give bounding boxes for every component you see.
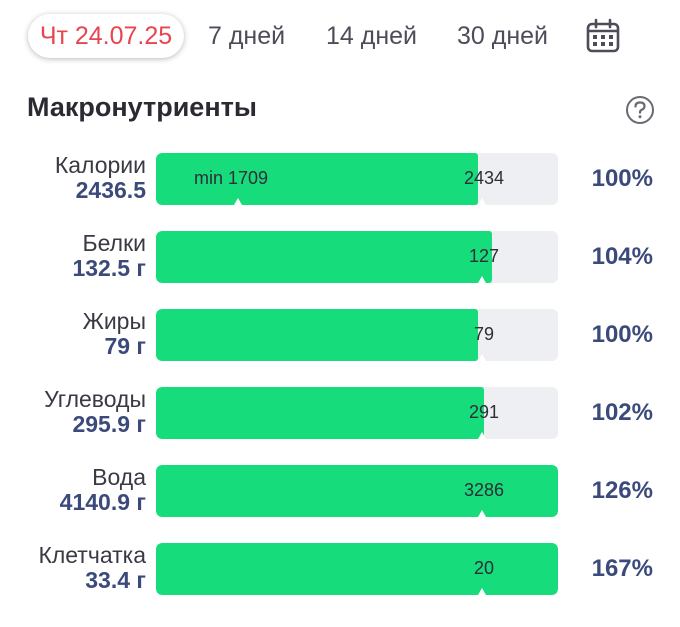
macro-label: Углеводы [44, 386, 146, 412]
progress-track: 3286 [156, 465, 558, 517]
section-title: Макронутриенты [27, 92, 257, 122]
progress-track: 20 [156, 543, 558, 595]
target-marker [478, 588, 486, 595]
progress-track: 79 [156, 309, 558, 361]
macro-row: Жиры 79 г 79 100% [0, 309, 680, 369]
macro-percent: 100% [591, 321, 653, 348]
tab-14-days[interactable]: 14 дней [326, 22, 418, 50]
target-marker [478, 198, 486, 205]
macro-row: Углеводы 295.9 г 291 102% [0, 387, 680, 447]
calendar-button[interactable] [585, 18, 621, 54]
macro-row: Калории 2436.5 2434 min 1709 100% [0, 153, 680, 213]
target-value: 291 [468, 402, 500, 422]
macro-label: Калории [54, 152, 146, 178]
macro-percent: 102% [591, 399, 653, 426]
macro-label: Жиры [82, 308, 146, 334]
target-marker [478, 276, 486, 283]
min-marker [234, 198, 242, 205]
macro-value: 4140.9 г [59, 489, 146, 515]
macro-percent: 167% [591, 555, 653, 582]
period-selector: Чт 24.07.25 7 дней 14 дней 30 дней [0, 0, 680, 80]
macro-percent: 126% [591, 477, 653, 504]
target-value: 127 [468, 246, 500, 266]
progress-track: 291 [156, 387, 558, 439]
tab-7-days[interactable]: 7 дней [208, 22, 286, 50]
macro-row: Белки 132.5 г 127 104% [0, 231, 680, 291]
macro-label: Белки [82, 230, 146, 256]
progress-fill [156, 231, 492, 283]
macro-label: Вода [92, 464, 146, 490]
macro-value: 132.5 г [72, 255, 146, 281]
macro-row: Вода 4140.9 г 3286 126% [0, 465, 680, 525]
progress-track: 127 [156, 231, 558, 283]
help-button[interactable] [625, 95, 655, 125]
target-value: 20 [473, 558, 495, 578]
macro-label: Клетчатка [38, 542, 146, 568]
progress-fill [156, 309, 478, 361]
macro-value: 295.9 г [72, 411, 146, 437]
target-marker [478, 354, 486, 361]
macro-value: 79 г [104, 333, 146, 359]
macro-value: 33.4 г [85, 567, 146, 593]
progress-fill [156, 153, 478, 205]
macro-value: 2436.5 [75, 177, 146, 203]
macro-percent: 104% [591, 243, 653, 270]
progress-fill [156, 387, 484, 439]
progress-fill [156, 543, 558, 595]
target-marker [478, 510, 486, 517]
tab-30-days[interactable]: 30 дней [457, 22, 549, 50]
macro-percent: 100% [591, 165, 653, 192]
calendar-icon [586, 18, 620, 53]
progress-track: 2434 min 1709 [156, 153, 558, 205]
target-marker [478, 432, 486, 439]
help-circle-icon [626, 96, 654, 124]
progress-fill [156, 465, 558, 517]
target-value: 79 [473, 324, 495, 344]
min-value: min 1709 [194, 168, 269, 188]
macro-row: Клетчатка 33.4 г 20 167% [0, 543, 680, 603]
tab-today[interactable]: Чт 24.07.25 [28, 14, 184, 58]
target-value: 3286 [463, 480, 505, 500]
target-value: 2434 [463, 168, 505, 188]
